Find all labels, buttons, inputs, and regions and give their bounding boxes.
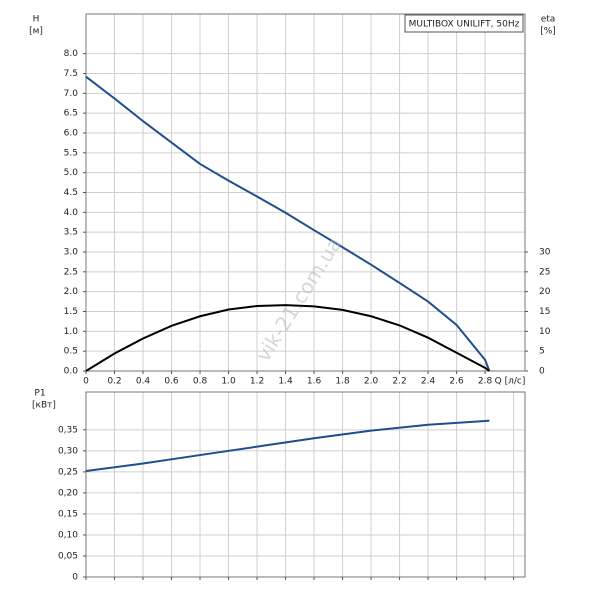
y-axis-label: H [33, 15, 40, 25]
x-tick-label: 1.8 [335, 377, 350, 387]
x-axis-label: Q [л/с] [495, 377, 526, 387]
y2-tick-label: 20 [539, 287, 551, 297]
y-tick-label: 0,05 [58, 551, 78, 561]
plot-frame [85, 391, 526, 578]
y-tick-label: 0,10 [58, 530, 78, 540]
y-tick-label: 5.5 [64, 148, 78, 158]
y2-tick-label: 10 [539, 327, 551, 337]
curve [85, 304, 490, 372]
curve [85, 419, 490, 473]
x-tick-label: 1.4 [278, 377, 293, 387]
y2-tick-label: 0 [539, 367, 545, 377]
y2-tick-label: 25 [539, 267, 550, 277]
y-tick-label: 1.5 [64, 307, 78, 317]
y-tick-label: 0 [72, 573, 78, 583]
y-tick-label: 0,20 [58, 488, 78, 498]
x-tick-label: 0.4 [136, 377, 151, 387]
y-tick-label: 0,35 [58, 425, 78, 435]
y2-axis-unit: [%] [540, 27, 556, 37]
y-tick-label: 7.0 [64, 89, 79, 99]
y2-tick-label: 15 [539, 307, 550, 317]
x-tick-label: 2.8 [478, 377, 493, 387]
x-tick-label: 2.2 [392, 377, 406, 387]
y-tick-label: 0.0 [64, 367, 79, 377]
y-tick-label: 0,25 [58, 467, 78, 477]
y-tick-label: 5.0 [64, 168, 79, 178]
y2-tick-label: 5 [539, 347, 545, 357]
y-tick-label: 3.5 [64, 228, 78, 238]
y-tick-label: 2.0 [64, 287, 79, 297]
y-axis-label: P1 [34, 389, 45, 399]
title-box [404, 14, 524, 33]
y-tick-label: 4.0 [64, 208, 79, 218]
y2-axis-label: eta [541, 15, 556, 25]
y-tick-label: 0.5 [64, 347, 78, 357]
y-tick-label: 0,15 [58, 509, 78, 519]
x-tick-label: 1.0 [221, 377, 236, 387]
y2-tick-label: 30 [539, 248, 551, 258]
y-axis-unit: [м] [29, 27, 43, 37]
x-tick-label: 2.6 [449, 377, 464, 387]
y-tick-label: 6.0 [64, 129, 79, 139]
y-tick-label: 2.5 [64, 267, 78, 277]
y-axis-unit: [кВт] [32, 401, 56, 411]
y-tick-label: 6.5 [64, 109, 78, 119]
y-tick-label: 7.5 [64, 69, 78, 79]
x-tick-label: 1.6 [307, 377, 322, 387]
chart-title: MULTIBOX UNILIFT, 50Hz [409, 20, 520, 30]
x-tick-label: 0.6 [164, 377, 179, 387]
y-tick-label: 3.0 [64, 248, 79, 258]
x-tick-label: 0.8 [193, 377, 208, 387]
y-tick-label: 0,30 [58, 446, 78, 456]
x-tick-label: 2.4 [421, 377, 436, 387]
y-tick-label: 8.0 [64, 49, 79, 59]
y-tick-label: 1.0 [64, 327, 79, 337]
x-tick-label: 0.2 [107, 377, 121, 387]
curve [85, 75, 491, 372]
x-tick-label: 2.0 [364, 377, 379, 387]
chart-layer: 0 0.2 0.4 0.6 0.8 1.0 1.2 1.4 1.6 1.8 2.0 2.2 2.4 2.6… [58, 13, 551, 583]
x-tick-label: 1.2 [250, 377, 264, 387]
y-tick-label: 4.5 [64, 188, 78, 198]
x-tick-label: 0 [83, 377, 89, 387]
